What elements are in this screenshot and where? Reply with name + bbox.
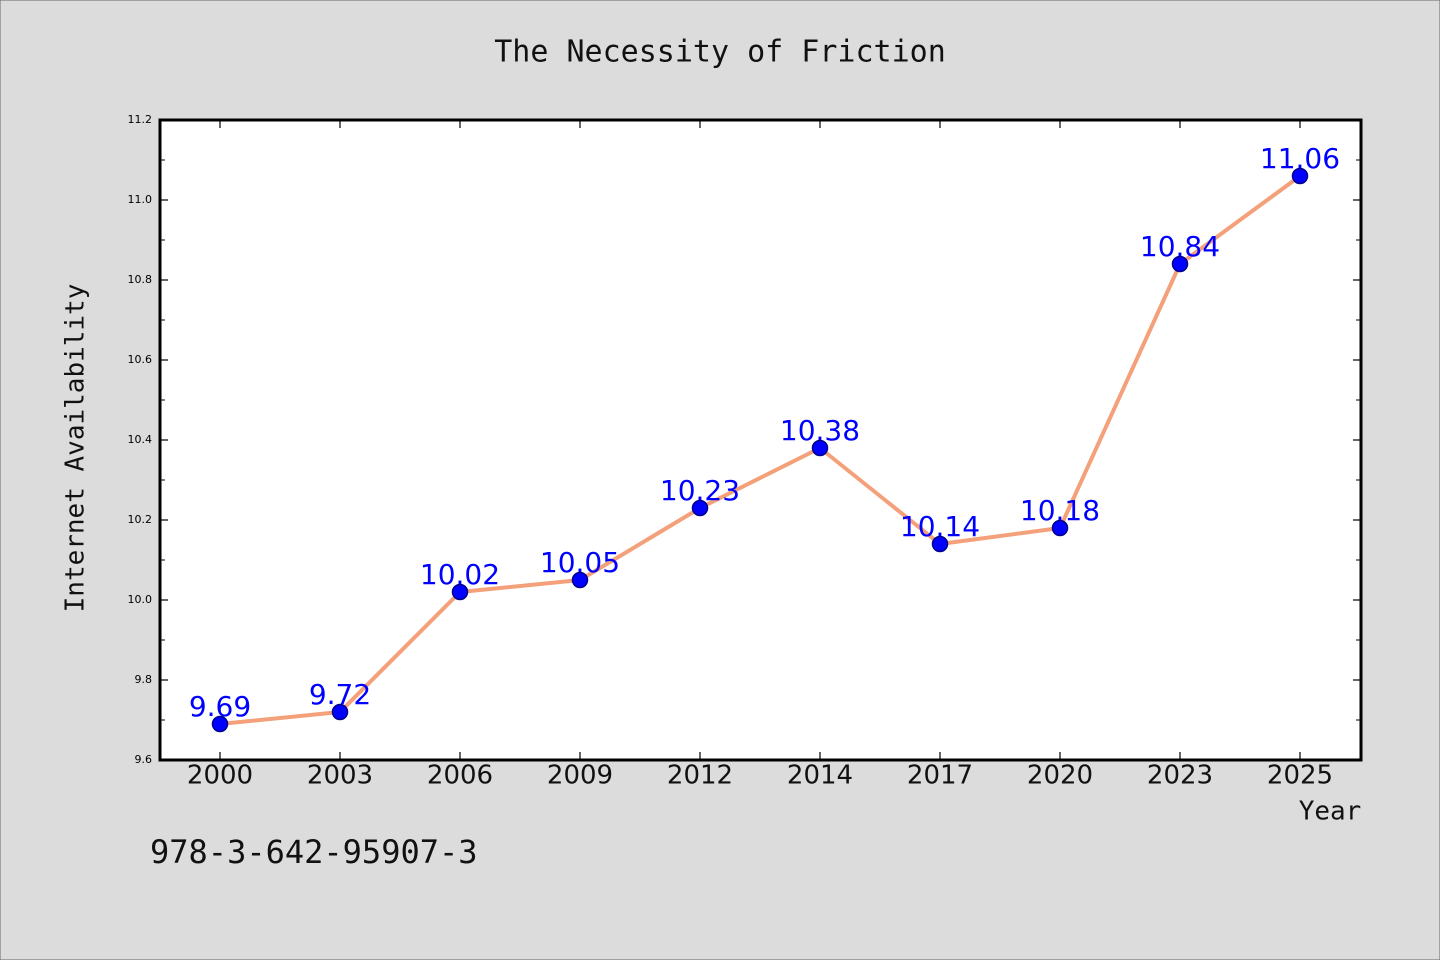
data-label: 10.23 — [660, 474, 740, 507]
data-label: 9.72 — [309, 678, 371, 711]
series-line — [218, 174, 1302, 726]
plot-area: 9.69.810.010.210.410.610.811.011.2 2000 2… — [128, 113, 1363, 791]
x-tick-label: 2012 — [667, 761, 733, 791]
data-point — [931, 535, 949, 553]
data-label: 10.18 — [1020, 494, 1100, 527]
y-axis-label: Internet Availability — [61, 284, 91, 613]
data-label: 9.69 — [189, 690, 251, 723]
y-axis-ticks: 9.6 9.8 10.0 10.2 10.4 10.6 10.8 11.0 11.2 — [128, 113, 1361, 766]
data-point — [451, 583, 469, 601]
data-point — [1171, 255, 1189, 273]
x-tick-label: 2023 — [1147, 761, 1213, 791]
data-label: 10.14 — [900, 510, 980, 543]
data-label: 10.05 — [540, 546, 620, 579]
series-group: 9.69 9.72 10.02 10.05 10.23 10.38 10.14 10.18 10… — [189, 142, 1340, 733]
data-point — [1291, 167, 1309, 185]
x-axis-ticks: 2000 2003 2006 2009 2012 2014 2017 2020 2023 2025 — [187, 120, 1333, 791]
x-tick-label: 2009 — [547, 761, 613, 791]
data-point — [571, 571, 589, 589]
x-tick-label: 2006 — [427, 761, 493, 791]
data-label: 11.06 — [1260, 142, 1340, 175]
y-tick-label: 11.0 — [128, 193, 153, 206]
chart-title: The Necessity of Friction — [494, 35, 946, 70]
y-tick-label: 10.0 — [128, 593, 153, 606]
data-point — [331, 703, 349, 721]
y-tick-label: 9.6 — [135, 753, 153, 766]
y-tick-label: 9.8 — [135, 673, 153, 686]
footer-code: 978-3-642-95907-3 — [150, 833, 478, 871]
data-label: 10.38 — [780, 414, 860, 447]
data-label: 10.02 — [420, 558, 500, 591]
x-tick-label: 2000 — [187, 761, 253, 791]
y-tick-label: 10.6 — [128, 353, 153, 366]
data-point — [1051, 519, 1069, 537]
x-tick-label: 2014 — [787, 761, 853, 791]
y-tick-label: 11.2 — [128, 113, 153, 126]
x-tick-label: 2017 — [907, 761, 973, 791]
data-point — [691, 499, 709, 517]
data-point — [211, 715, 229, 733]
plot-background — [160, 120, 1361, 760]
y-tick-label: 10.4 — [128, 433, 153, 446]
x-tick-label: 2020 — [1027, 761, 1093, 791]
y-tick-label: 10.8 — [128, 273, 153, 286]
y-tick-label: 10.2 — [128, 513, 153, 526]
plot-frame — [158, 118, 1363, 762]
data-label: 10.84 — [1140, 230, 1220, 263]
x-tick-label: 2025 — [1267, 761, 1333, 791]
x-tick-label: 2003 — [307, 761, 373, 791]
data-point — [811, 439, 829, 457]
x-axis-label: Year — [1299, 797, 1362, 827]
